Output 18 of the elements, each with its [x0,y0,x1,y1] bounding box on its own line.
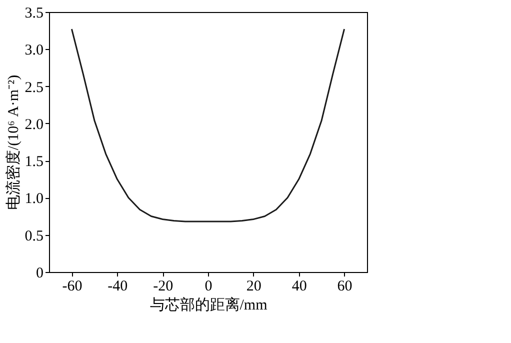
x-tick-label: 20 [246,278,262,294]
y-tick-label: 3.5 [24,6,44,22]
y-tick-label: 0 [36,266,44,282]
x-axis-title: 与芯部的距离/mm [150,296,268,314]
y-tick-label: 1.5 [24,154,44,170]
y-axis-title: 电流密度/(10⁶ A·m⁻²) [4,74,22,210]
x-tick-label: 60 [337,278,352,294]
x-tick-label: -40 [108,278,128,294]
y-tick-label: 2.0 [24,116,44,133]
x-tick-label: -20 [153,278,174,294]
y-tick-label: 0.5 [24,228,44,244]
x-tick-label: 40 [292,278,307,294]
x-tick-label: 0 [204,278,212,294]
y-tick-label: 2.5 [24,80,44,96]
y-tick-label: 3.0 [24,42,44,59]
y-tick-label: 1.0 [24,191,44,208]
x-tick-label: -60 [62,278,82,294]
line-series [70,28,346,222]
